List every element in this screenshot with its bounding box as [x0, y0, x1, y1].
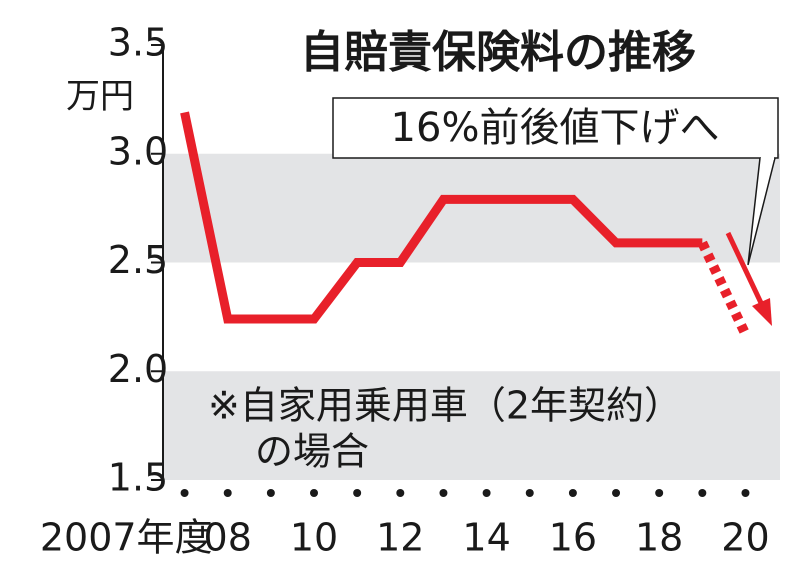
x-dot — [525, 489, 534, 497]
x-tick-label: 10 — [290, 516, 338, 560]
x-tick-label: 2007年度 — [40, 516, 213, 560]
callout-cover — [761, 156, 774, 160]
x-dot — [223, 489, 232, 497]
y-tick-label: 3.0 — [108, 129, 168, 173]
arrow-shaft — [725, 231, 765, 307]
x-dot — [655, 489, 664, 497]
y-unit: 万円 — [66, 77, 134, 117]
x-dot — [396, 489, 405, 497]
x-dot — [698, 489, 707, 497]
x-tick-label: 16 — [549, 516, 597, 560]
y-tick-label: 2.0 — [108, 347, 168, 391]
note: ※自家用乗用車（2年契約） — [208, 384, 682, 428]
x-tick-label: 18 — [635, 516, 683, 560]
chart-title: 自賠責保険料の推移 — [300, 27, 696, 78]
x-dot — [741, 489, 750, 497]
x-tick-label: 08 — [204, 516, 252, 560]
data-line — [180, 111, 703, 324]
x-tick-label: 12 — [376, 516, 424, 560]
annotation-box — [332, 97, 779, 159]
x-dot — [612, 489, 621, 497]
shaded-band — [163, 371, 780, 480]
x-dot — [568, 489, 577, 497]
x-dot — [180, 489, 189, 497]
projected-line — [697, 240, 751, 337]
annotation: 16%前後値下げへ — [391, 105, 720, 151]
arrow-head — [752, 298, 772, 326]
x-dot — [353, 489, 362, 497]
x-dot — [482, 489, 491, 497]
x-tick-label: 14 — [462, 516, 510, 560]
y-tick-label: 3.5 — [108, 21, 168, 65]
x-dot — [310, 489, 319, 497]
x-tick-label: 20 — [721, 516, 769, 560]
note: の場合 — [255, 430, 369, 474]
y-tick-label: 2.5 — [108, 238, 168, 282]
x-dot — [439, 489, 448, 497]
x-dot — [266, 489, 275, 497]
y-tick-label: 1.5 — [108, 456, 168, 500]
callout — [747, 157, 776, 266]
